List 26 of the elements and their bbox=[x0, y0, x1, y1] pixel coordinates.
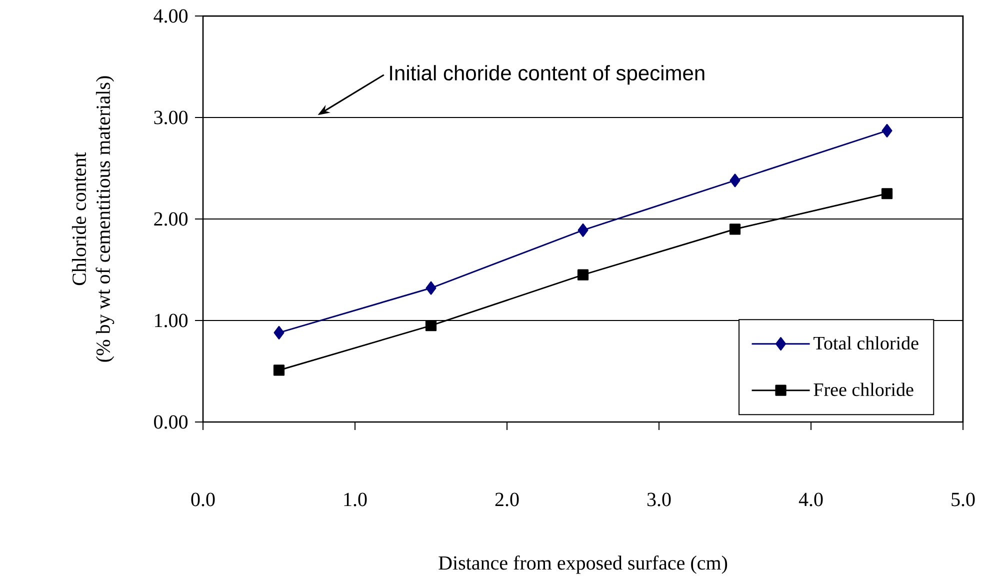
y-tick-label: 1.00 bbox=[155, 314, 188, 328]
y-axis-title: Chloride content (% by wt of cementitious materials) bbox=[72, 76, 114, 362]
point bbox=[730, 174, 740, 188]
point bbox=[577, 269, 589, 280]
point bbox=[729, 224, 741, 235]
y-tick-label: 4.00 bbox=[154, 9, 188, 23]
point bbox=[881, 188, 893, 200]
point bbox=[882, 124, 892, 138]
x-tick-label: 0.0 bbox=[191, 492, 215, 506]
y-tick-label: 2.00 bbox=[154, 212, 188, 226]
x-tick-label: 2.0 bbox=[495, 492, 519, 506]
legend-label: Total chloride bbox=[814, 336, 918, 350]
legend-label: Free chloride bbox=[814, 382, 914, 396]
y-tick-label: 0.00 bbox=[154, 415, 188, 429]
annotation: Initial choride content of specimen bbox=[390, 65, 704, 85]
x-tick-label: 1.0 bbox=[344, 492, 367, 506]
point bbox=[578, 223, 588, 237]
x-tick-label: 3.0 bbox=[647, 492, 671, 506]
point bbox=[426, 281, 436, 295]
point bbox=[273, 364, 285, 376]
x-tick-label: 4.0 bbox=[798, 492, 823, 506]
x-tick-label: 5.0 bbox=[952, 492, 975, 506]
x-axis-title: Distance from exposed surface (cm) bbox=[438, 555, 728, 574]
point bbox=[425, 320, 437, 332]
y-tick-label: 3.00 bbox=[154, 110, 188, 124]
point bbox=[274, 326, 284, 340]
